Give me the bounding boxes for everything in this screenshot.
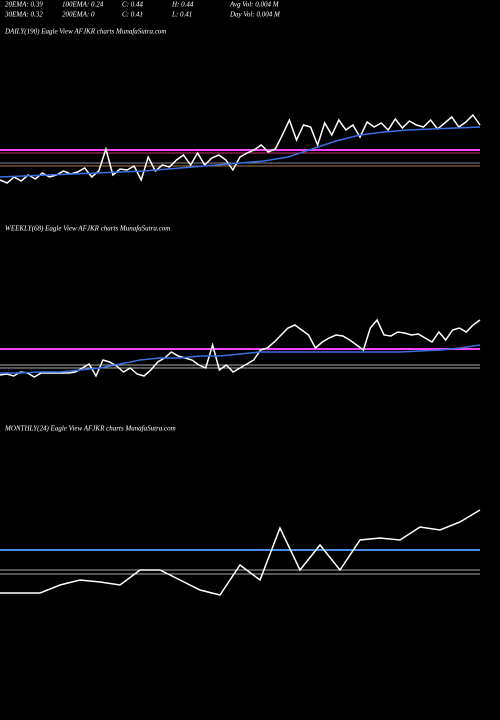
header-stat: H: 0.44 <box>171 1 194 9</box>
header-stat: 30EMA: 0.32 <box>4 11 43 19</box>
price-line <box>0 344 481 374</box>
price-line <box>0 126 481 178</box>
panel-title: WEEKLY(68) Eagle View AFJKR charts Munaf… <box>5 225 170 233</box>
price-line <box>0 113 481 184</box>
header-stat: 100EMA: 0.24 <box>62 1 104 9</box>
header-stat: 20EMA: 0.39 <box>5 1 43 9</box>
header-stat: C: 0.44 <box>122 1 144 9</box>
price-line <box>0 509 481 596</box>
header-stat: Day Vol: 0.004 M <box>229 11 281 19</box>
header-stat: Avg Vol: 0.004 M <box>229 1 280 9</box>
panel-title: DAILY(190) Eagle View AFJKR charts Munaf… <box>4 28 166 36</box>
header-stat: C: 0.41 <box>122 11 143 19</box>
header-stat: L: 0.41 <box>171 11 192 19</box>
panel-title: MONTHLY(24) Eagle View AFJKR charts Muna… <box>4 425 176 433</box>
header-stat: 200EMA: 0 <box>62 11 95 19</box>
